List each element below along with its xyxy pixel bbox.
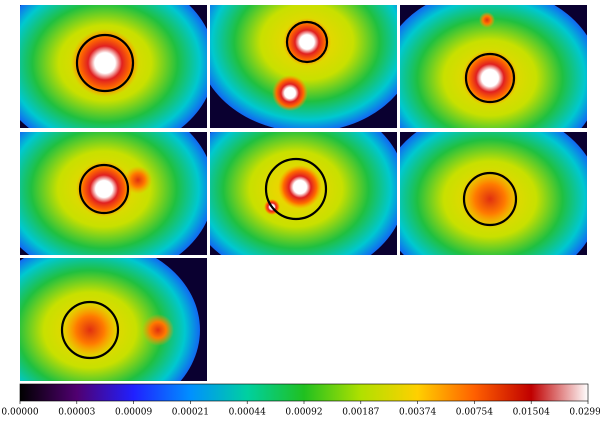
panel-halo	[210, 5, 397, 128]
colorbar-tick-label: 0.00000	[1, 408, 38, 418]
colorbar-tick-label: 0.01504	[513, 408, 550, 418]
colorbar-tick-label: 0.00003	[58, 408, 95, 418]
panel-blob	[272, 75, 308, 111]
colorbar-tick-label: 0.00044	[229, 408, 266, 418]
panel-blob	[76, 161, 132, 217]
aperture-circle	[78, 163, 130, 215]
aperture-circle	[285, 20, 329, 64]
aperture-circle	[264, 157, 328, 221]
colorbar	[19, 383, 589, 402]
aperture-circle	[75, 33, 135, 93]
colorbar-tick-label: 0.00021	[172, 408, 209, 418]
panel-blob	[71, 29, 139, 97]
colorbar-tick-label: 0.00009	[115, 408, 152, 418]
colorbar-tick-label: 0.00754	[456, 408, 493, 418]
panel-blob	[283, 18, 331, 66]
colorbar-tick-label: 0.02997	[569, 408, 600, 418]
panel-blob	[462, 50, 518, 106]
aperture-circle	[462, 171, 518, 227]
panel-blob	[62, 302, 118, 358]
panel-blob	[460, 169, 520, 229]
colorbar-tick-label: 0.00187	[342, 408, 379, 418]
aperture-circle	[464, 52, 516, 104]
panel-blob	[278, 165, 322, 209]
colorbar-tick-label: 0.00092	[285, 408, 322, 418]
panel-blob	[142, 314, 174, 346]
colorbar-tick-label: 0.00374	[399, 408, 436, 418]
panel-blob	[124, 166, 152, 194]
aperture-circle	[60, 300, 120, 360]
panel-blob	[479, 12, 495, 28]
